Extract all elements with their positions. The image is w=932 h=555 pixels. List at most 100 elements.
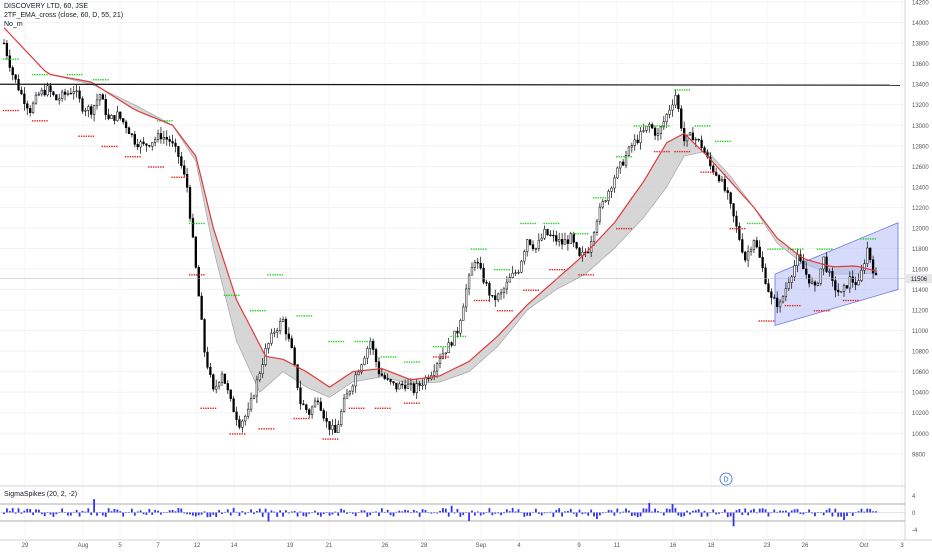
- candle-body: [848, 276, 851, 289]
- spike-bar: [564, 511, 566, 513]
- legend-symbol[interactable]: DISCOVERY LTD, 60, JSE: [4, 3, 89, 10]
- candle-body: [418, 383, 421, 386]
- sigma-spikes-pane: 4 0 -4: [0, 494, 918, 534]
- green-spike-marker: [867, 238, 869, 240]
- spike-bar: [630, 512, 633, 517]
- green-spike-marker: [618, 156, 620, 158]
- spike-bar: [462, 512, 465, 516]
- green-spike-marker: [76, 73, 78, 76]
- spike-bar: [869, 508, 872, 513]
- spike-bar: [319, 512, 322, 517]
- candle-body: [537, 239, 540, 249]
- spike-bar: [715, 512, 718, 515]
- y-tick-label: 11800: [912, 247, 929, 253]
- green-spike-marker: [392, 356, 395, 358]
- candle-body: [90, 106, 93, 115]
- spike-bar: [343, 510, 345, 513]
- spike-bar: [75, 509, 78, 513]
- red-spike-marker: [850, 299, 852, 302]
- spike-bar: [645, 508, 648, 513]
- green-spike-marker: [574, 233, 577, 235]
- candle-body: [744, 251, 747, 261]
- candles-layer: [2, 39, 878, 436]
- red-spike-marker: [116, 145, 118, 148]
- spike-bar: [782, 510, 784, 513]
- candle-body: [822, 256, 825, 270]
- green-spike-marker: [694, 125, 696, 127]
- green-spike-marker: [408, 361, 411, 363]
- candle-body: [366, 348, 369, 359]
- spike-bar: [142, 512, 145, 515]
- dividend-marker-icon[interactable]: [719, 472, 733, 486]
- spike-bar: [863, 511, 866, 513]
- candle-body: [212, 374, 215, 390]
- red-spike-marker: [772, 320, 775, 322]
- spike-bar: [799, 512, 802, 515]
- red-spike-marker: [403, 402, 406, 404]
- spike-bar: [468, 512, 470, 522]
- red-spike-marker: [794, 304, 796, 307]
- candle-body: [828, 271, 831, 273]
- candle-body: [133, 134, 136, 145]
- green-spike-marker: [874, 238, 877, 240]
- spike-bar: [660, 512, 662, 513]
- candle-body: [781, 296, 785, 303]
- green-spike-marker: [415, 361, 418, 363]
- spike-bar: [491, 512, 494, 516]
- green-spike-marker: [756, 222, 758, 225]
- spike-bar: [456, 508, 459, 513]
- spike-bar: [433, 512, 436, 514]
- green-spike-marker: [658, 125, 661, 127]
- spike-bar: [601, 512, 604, 514]
- red-spike-marker: [828, 310, 830, 312]
- spike-bar: [177, 508, 180, 513]
- spike-bar: [267, 512, 270, 522]
- spike-bar: [151, 512, 154, 515]
- red-spike-marker: [478, 299, 480, 302]
- green-spike-marker: [200, 222, 203, 225]
- red-spike-marker: [527, 289, 530, 291]
- spike-bar: [78, 512, 81, 517]
- candle-body: [438, 358, 442, 364]
- spike-bar: [822, 512, 825, 516]
- candle-body: [837, 289, 840, 293]
- green-spike-marker: [520, 222, 522, 225]
- spike-bar: [607, 509, 610, 513]
- spike-bar: [854, 512, 857, 513]
- spike-bar: [401, 511, 404, 513]
- green-spike-marker: [663, 125, 665, 127]
- candle-body: [677, 95, 680, 109]
- spike-bar: [221, 512, 223, 515]
- red-spike-marker: [445, 356, 447, 358]
- spike-bar: [395, 511, 398, 513]
- candle-body: [592, 232, 596, 242]
- candle-body: [424, 377, 427, 386]
- y-tick-label: 10200: [912, 411, 929, 417]
- spike-bar: [840, 512, 843, 517]
- red-spike-marker: [178, 176, 180, 178]
- spike-bar: [148, 508, 151, 513]
- candle-body: [717, 175, 721, 182]
- y-tick-label: 12000: [912, 226, 929, 232]
- spike-bar: [662, 512, 665, 516]
- red-spike-marker: [551, 268, 554, 271]
- red-spike-marker: [734, 227, 736, 230]
- candle-body: [845, 285, 849, 289]
- candle-body: [66, 92, 70, 95]
- candle-body: [249, 398, 253, 410]
- spike-bar: [46, 512, 49, 513]
- green-spike-marker: [156, 120, 159, 122]
- red-spike-marker: [243, 433, 246, 435]
- candle-body: [46, 85, 49, 96]
- spike-bar: [648, 502, 651, 513]
- legend-indicator[interactable]: 2TF_EMA_cross (close, 60, D, 55, 21): [4, 12, 124, 19]
- spike-bar: [741, 512, 744, 516]
- red-spike-marker: [504, 310, 506, 312]
- spike-bar: [790, 510, 793, 513]
- green-spike-marker: [860, 238, 862, 240]
- candle-body: [691, 132, 695, 141]
- candle-body: [287, 333, 291, 339]
- green-spike-marker: [296, 315, 298, 317]
